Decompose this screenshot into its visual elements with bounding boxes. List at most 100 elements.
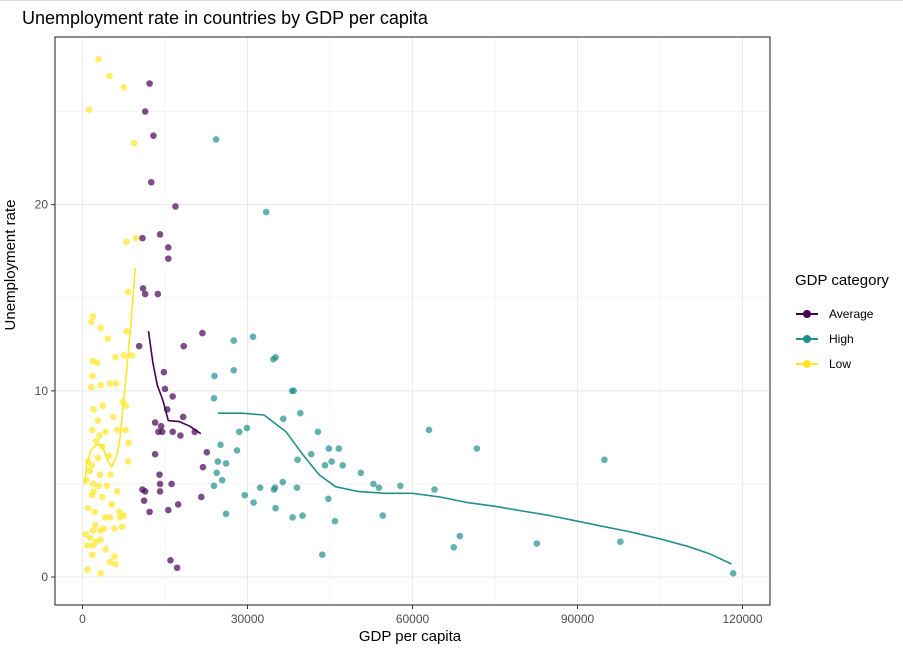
- point-high: [222, 510, 230, 518]
- point-low: [89, 426, 96, 434]
- point-high: [617, 538, 624, 545]
- point-average: [163, 406, 171, 413]
- point-high: [456, 532, 464, 540]
- point-average: [172, 203, 179, 210]
- point-low: [102, 545, 109, 553]
- point-high: [279, 415, 287, 423]
- point-low: [125, 439, 132, 447]
- point-average: [174, 501, 182, 508]
- point-low: [107, 471, 114, 478]
- x-tick-label: 30000: [231, 612, 265, 626]
- point-low: [112, 354, 119, 361]
- point-low: [97, 324, 104, 331]
- point-low: [90, 406, 97, 413]
- point-average: [203, 448, 211, 456]
- point-average: [146, 508, 153, 516]
- point-average: [161, 385, 169, 393]
- point-high: [289, 514, 296, 521]
- point-low: [123, 327, 130, 335]
- point-high: [222, 460, 230, 467]
- point-average: [135, 342, 143, 350]
- legend-key-low: [795, 357, 819, 371]
- point-low: [97, 381, 104, 389]
- point-average: [199, 463, 207, 471]
- point-low: [94, 359, 101, 367]
- point-low: [102, 428, 109, 436]
- point-low: [83, 476, 90, 484]
- point-high: [450, 543, 458, 551]
- point-high: [249, 333, 257, 341]
- point-low: [113, 426, 121, 434]
- point-average: [141, 488, 149, 495]
- legend-title: GDP category: [795, 272, 889, 289]
- legend-key-high: [795, 332, 819, 346]
- point-high: [357, 469, 365, 477]
- point-low: [110, 413, 117, 421]
- point-low: [113, 488, 121, 495]
- point-high: [210, 394, 218, 402]
- x-tick-label: 120000: [722, 612, 762, 626]
- point-average: [165, 255, 172, 262]
- point-low: [116, 508, 123, 516]
- point-low: [82, 530, 90, 538]
- point-low: [84, 542, 91, 549]
- point-low: [120, 352, 128, 359]
- point-high: [379, 512, 387, 519]
- point-low: [111, 553, 118, 560]
- point-high: [218, 476, 226, 484]
- point-high: [213, 469, 220, 477]
- point-low: [84, 566, 91, 573]
- point-average: [147, 178, 155, 186]
- point-average: [157, 422, 165, 430]
- point-average: [165, 506, 172, 514]
- legend-item-average: Average: [795, 301, 889, 326]
- x-axis-label: GDP per capita: [358, 628, 462, 645]
- point-high: [375, 484, 383, 491]
- point-high: [729, 570, 737, 577]
- point-average: [169, 428, 176, 436]
- point-high: [297, 409, 304, 417]
- point-average: [139, 234, 146, 242]
- point-low: [94, 454, 102, 462]
- point-low: [96, 471, 104, 478]
- point-low: [95, 482, 102, 490]
- point-low: [88, 383, 95, 391]
- point-low: [89, 527, 97, 534]
- trend-line-high: [217, 412, 732, 565]
- point-high: [308, 450, 315, 458]
- point-low: [96, 527, 104, 534]
- point-average: [191, 428, 198, 436]
- chart-title: Unemployment rate in countries by GDP pe…: [22, 8, 428, 28]
- point-high: [230, 337, 238, 344]
- point-low: [124, 458, 132, 465]
- point-high: [243, 424, 251, 432]
- point-high: [425, 426, 433, 434]
- point-high: [319, 551, 326, 559]
- point-average: [177, 432, 184, 439]
- x-tick-label: 90000: [561, 612, 595, 626]
- point-low: [112, 380, 120, 387]
- point-low: [99, 493, 106, 501]
- point-high: [331, 517, 339, 525]
- point-average: [154, 290, 162, 298]
- point-low: [89, 313, 97, 320]
- point-high: [241, 491, 249, 499]
- legend: GDP category Average High Low: [795, 272, 889, 376]
- trend-line-low: [83, 267, 137, 485]
- point-low: [105, 452, 113, 460]
- point-high: [431, 486, 438, 493]
- point-high: [339, 462, 346, 469]
- point-high: [211, 372, 218, 380]
- point-low: [111, 525, 118, 532]
- point-low: [88, 491, 96, 499]
- point-average: [160, 368, 168, 376]
- x-tick-label: 60000: [396, 612, 430, 626]
- point-high: [233, 447, 241, 454]
- point-average: [156, 231, 164, 238]
- point-average: [167, 557, 174, 564]
- point-low: [103, 482, 110, 490]
- point-low: [97, 570, 104, 577]
- point-average: [151, 450, 159, 458]
